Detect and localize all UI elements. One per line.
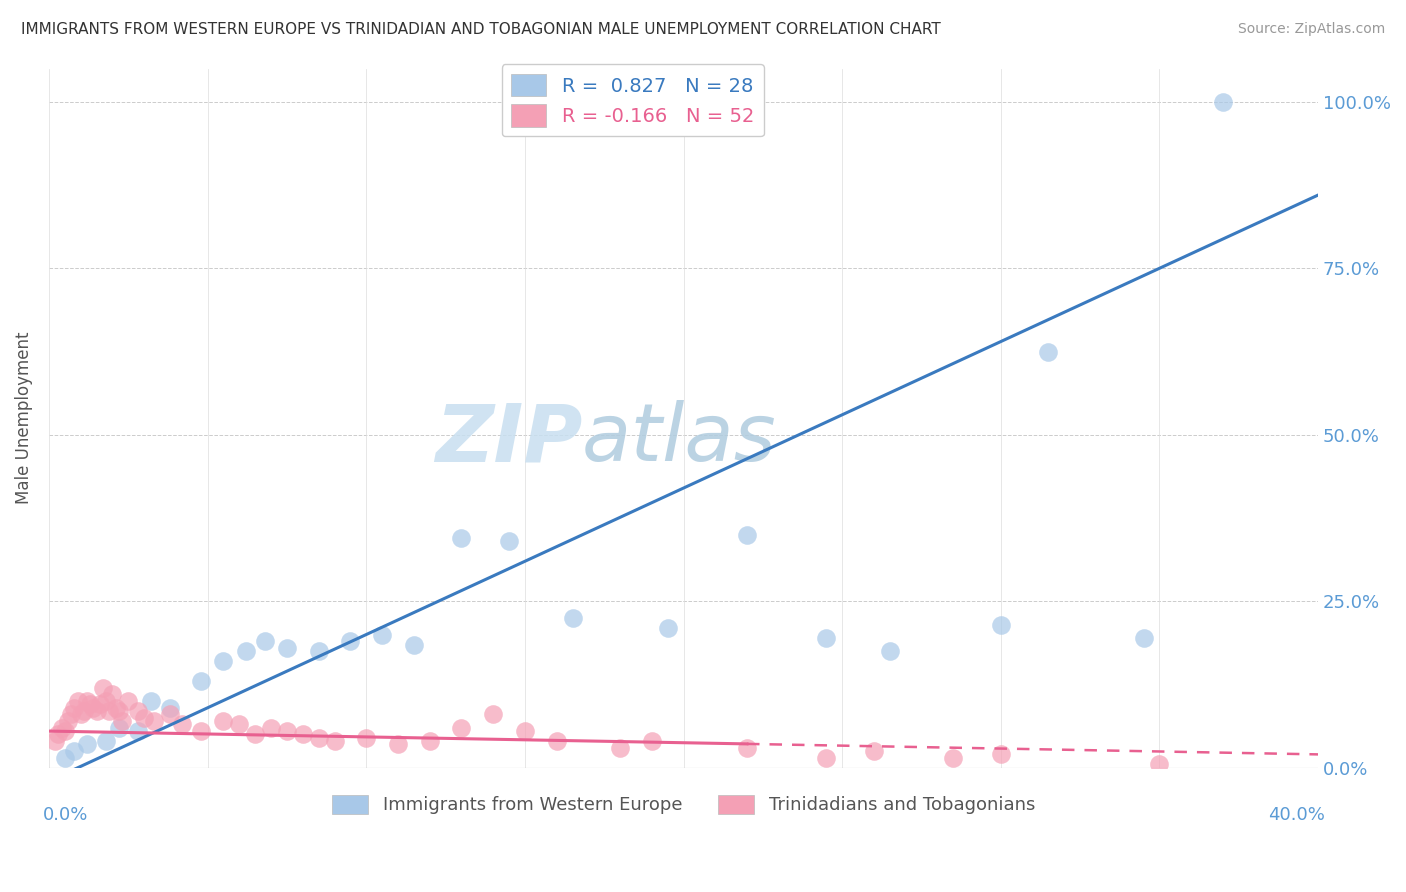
Point [450, 721, 472, 735]
Point [513, 724, 536, 739]
Text: Source: ZipAtlas.com: Source: ZipAtlas.com [1237, 22, 1385, 37]
Point [111, 714, 134, 728]
Text: ZIP: ZIP [434, 401, 582, 478]
Point [291, 727, 314, 741]
Point [159, 707, 181, 722]
Point [60, 707, 83, 722]
Point [56, 714, 79, 728]
Legend: Immigrants from Western Europe, Trinidadians and Tobagonians: Immigrants from Western Europe, Trinidad… [325, 788, 1042, 822]
Point [546, 734, 568, 748]
Point [86, 704, 108, 718]
Point [159, 700, 181, 714]
Point [735, 740, 758, 755]
Point [142, 714, 165, 728]
Point [308, 731, 330, 745]
Text: atlas: atlas [582, 401, 776, 478]
Point [73, 704, 96, 718]
Point [387, 738, 409, 752]
Point [276, 724, 298, 739]
Point [53, 724, 76, 739]
Point [76, 694, 98, 708]
Point [323, 734, 346, 748]
Point [107, 704, 129, 718]
Y-axis label: Male Unemployment: Male Unemployment [15, 332, 32, 504]
Point [98, 704, 121, 718]
Point [134, 711, 156, 725]
Point [139, 694, 162, 708]
Point [48, 727, 70, 741]
Point [1212, 95, 1234, 109]
Text: 0.0%: 0.0% [42, 806, 89, 824]
Point [172, 717, 194, 731]
Point [356, 731, 378, 745]
Point [990, 747, 1012, 762]
Point [641, 734, 664, 748]
Point [107, 721, 129, 735]
Point [82, 700, 104, 714]
Point [63, 700, 86, 714]
Point [260, 721, 283, 735]
Point [371, 627, 394, 641]
Point [990, 617, 1012, 632]
Point [450, 531, 472, 545]
Point [308, 644, 330, 658]
Point [53, 750, 76, 764]
Point [942, 750, 965, 764]
Point [1038, 344, 1060, 359]
Point [212, 654, 235, 668]
Point [127, 704, 149, 718]
Point [235, 644, 257, 658]
Point [402, 638, 425, 652]
Point [735, 527, 758, 541]
Point [91, 681, 114, 695]
Point [94, 694, 117, 708]
Point [127, 724, 149, 739]
Point [498, 534, 520, 549]
Point [66, 694, 89, 708]
Point [245, 727, 267, 741]
Point [63, 744, 86, 758]
Point [79, 698, 101, 712]
Point [1149, 757, 1171, 772]
Point [69, 707, 91, 722]
Point [339, 634, 361, 648]
Point [117, 694, 139, 708]
Point [879, 644, 901, 658]
Point [609, 740, 631, 755]
Point [253, 634, 276, 648]
Point [190, 674, 212, 689]
Point [863, 744, 886, 758]
Point [561, 611, 583, 625]
Point [228, 717, 250, 731]
Text: IMMIGRANTS FROM WESTERN EUROPE VS TRINIDADIAN AND TOBAGONIAN MALE UNEMPLOYMENT C: IMMIGRANTS FROM WESTERN EUROPE VS TRINID… [21, 22, 941, 37]
Point [76, 738, 98, 752]
Point [190, 724, 212, 739]
Point [94, 734, 117, 748]
Point [815, 750, 838, 764]
Point [44, 734, 66, 748]
Text: 40.0%: 40.0% [1268, 806, 1324, 824]
Point [212, 714, 235, 728]
Point [51, 721, 73, 735]
Point [419, 734, 441, 748]
Point [482, 707, 505, 722]
Point [657, 621, 679, 635]
Point [89, 698, 111, 712]
Point [276, 640, 298, 655]
Point [1132, 631, 1154, 645]
Point [104, 700, 127, 714]
Point [101, 688, 124, 702]
Point [815, 631, 838, 645]
